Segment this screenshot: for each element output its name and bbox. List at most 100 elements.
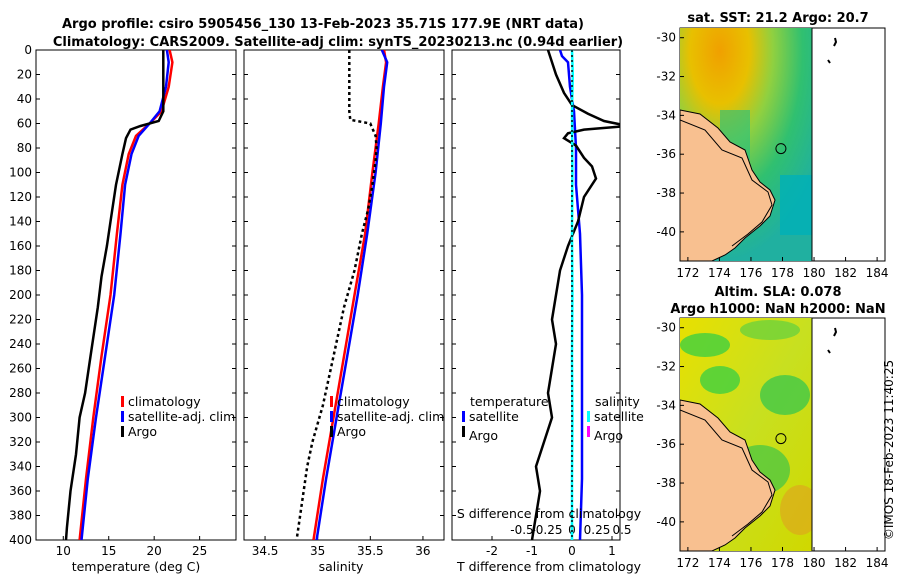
x-tick-label: 10: [56, 544, 71, 558]
temperature-legend: climatology satellite-adj. clim Argo: [121, 394, 235, 439]
x-tick-label: 34.5: [252, 544, 279, 558]
sla-blob: [740, 320, 800, 340]
difference-panel: -2 -1 0 1 -0.5-0.25 0 0.25 0.5 T difference fr…: [451, 49, 644, 574]
temperature-lines: [64, 50, 174, 540]
sla-north-island: [680, 399, 776, 551]
temperature-xlabel: temperature (deg C): [72, 559, 201, 574]
salinity-x-ticks: 34.5 35 35.5 36: [252, 536, 431, 558]
x-tick-label: 15: [101, 544, 116, 558]
map-y-tick-label: -34: [656, 108, 676, 122]
map-x-tick-label: 172: [676, 556, 699, 570]
y-tick-label: 360: [9, 484, 32, 498]
y-tick-label: 60: [17, 117, 32, 131]
legend-swatch-t-argo: [462, 426, 465, 437]
legend-satellite-adj-s: satellite-adj. clim: [337, 409, 444, 424]
series-climatology: [78, 50, 174, 540]
s-diff-tick-label: 0.25: [584, 523, 611, 537]
difference-y-tickmarks: [452, 49, 620, 541]
sla-blob: [680, 333, 730, 357]
x-tick-label: 20: [147, 544, 162, 558]
sst-kermadec-islands: [827, 37, 838, 64]
map-x-tick-label: 180: [803, 266, 826, 280]
series-s-satellite: [570, 50, 575, 540]
s-diff-tick-label: -0.5: [510, 523, 533, 537]
y-tick-label: 80: [17, 141, 32, 155]
map-y-tick-label: -32: [656, 360, 676, 374]
sst-map-title: sat. SST: 21.2 Argo: 20.7: [687, 11, 868, 26]
series-t-satellite: [558, 50, 584, 540]
difference-xlabel: T difference from climatology: [456, 559, 642, 574]
map-x-tick-label: 172: [676, 266, 699, 280]
map-y-tick-label: -38: [656, 476, 676, 490]
y-tick-label: 340: [9, 460, 32, 474]
sst-field: [680, 28, 812, 261]
legend-swatch-argo: [121, 426, 124, 437]
y-tick-label: 220: [9, 313, 32, 327]
sst-map-ticks: 172 174 176 178 180 182 184 -30 -32 -34 -36 -38 -40: [656, 31, 888, 280]
legend-swatch-satellite: [121, 411, 124, 422]
y-tick-label: 380: [9, 509, 32, 523]
series-argo: [64, 50, 165, 540]
difference-lines: [530, 50, 620, 540]
legend-climatology-s: climatology: [337, 394, 410, 409]
series-t-argo: [530, 50, 620, 540]
y-tick-label: 400: [9, 533, 32, 547]
difference-axes-frame: [451, 49, 621, 541]
salinity-y-tickmarks: [244, 49, 444, 541]
map-x-tick-label: 176: [740, 556, 763, 570]
x-tick-label: 0: [568, 544, 576, 558]
difference-x2label: S difference from climatology: [457, 506, 642, 521]
sla-map-subtitle: Argo h1000: NaN h2000: NaN: [670, 302, 885, 317]
legend-s-argo: Argo: [594, 428, 623, 443]
salinity-panel: 34.5 35 35.5 36 salinity climatology satell…: [243, 49, 445, 574]
legend-salinity-title: salinity: [595, 394, 640, 409]
temperature-axes-frame: [35, 49, 237, 541]
y-tick-label: 280: [9, 386, 32, 400]
sla-map-ticks: 172 174 176 178 180 182 184 -30 -32 -34 -36 -38 -40: [656, 321, 888, 570]
s-diff-tick-label: -0.25: [531, 523, 562, 537]
series-satellite-adj-clim: [80, 50, 170, 540]
y-tick-label: 160: [9, 239, 32, 253]
watermark: ©IMOS 18-Feb-2023 11:40:25: [882, 360, 896, 540]
sla-blob: [760, 375, 810, 415]
legend-s-satellite: satellite: [594, 409, 644, 424]
x-tick-label: 25: [192, 544, 207, 558]
map-x-tick-label: 178: [771, 556, 794, 570]
y-tick-label: 300: [9, 411, 32, 425]
map-x-tick-label: 184: [866, 266, 889, 280]
sla-kermadec-islands: [827, 327, 838, 354]
legend-swatch-argo-s: [330, 426, 333, 437]
sst-patch-cool: [780, 175, 812, 235]
map-x-tick-label: 174: [708, 266, 731, 280]
map-y-tick-label: -38: [656, 186, 676, 200]
x-tick-label: 35: [310, 544, 325, 558]
y-tick-label: 40: [17, 92, 32, 106]
salinity-xlabel: salinity: [319, 559, 364, 574]
legend-swatch-s-sat: [587, 411, 590, 422]
y-tick-label: 200: [9, 288, 32, 302]
temperature-panel: 0 20 40 60 80 100 120 140 160 180 200 220 240 260 280 3…: [9, 43, 237, 574]
sla-blob: [700, 366, 740, 394]
legend-satellite-adj: satellite-adj. clim: [128, 409, 235, 424]
salinity-lines: [295, 50, 389, 540]
map-y-tick-label: -36: [656, 147, 676, 161]
sla-argo-marker: [775, 433, 787, 445]
series-satellite-adj-clim: [315, 50, 389, 540]
series-argo: [295, 50, 378, 540]
map-y-tick-label: -32: [656, 70, 676, 84]
y-tick-label: 0: [24, 43, 32, 57]
map-x-tick-label: 182: [834, 556, 857, 570]
sla-isobath: [680, 409, 773, 537]
x-tick-label: -1: [526, 544, 538, 558]
legend-swatch-satellite-s: [330, 411, 333, 422]
legend-t-argo: Argo: [469, 428, 498, 443]
map-x-tick-label: 184: [866, 556, 889, 570]
salinity-axes-frame: [243, 49, 445, 541]
legend-swatch-s-argo: [587, 426, 590, 437]
sla-blob: [780, 485, 812, 535]
sst-islands: [827, 37, 838, 64]
temperature-x-ticks: 10 15 20 25: [56, 536, 207, 558]
y-tick-label: 320: [9, 435, 32, 449]
salinity-legend: climatology satellite-adj. clim Argo: [330, 394, 444, 439]
